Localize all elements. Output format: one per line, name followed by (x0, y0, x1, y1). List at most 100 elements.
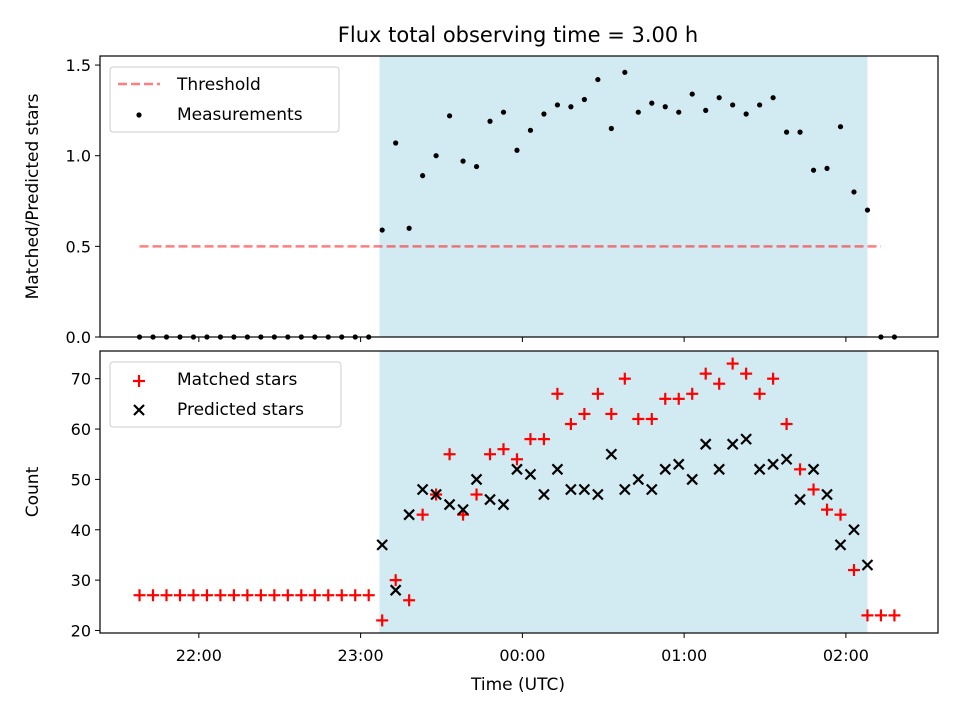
predicted-star-point (861, 559, 874, 571)
matched-star-point (227, 589, 240, 602)
matched-star-point (537, 433, 550, 446)
predicted-star-point (470, 473, 483, 486)
matched-star-point (403, 594, 416, 607)
predicted-star-point (659, 463, 672, 476)
measurement-point (770, 95, 776, 101)
predicted-star-point (457, 503, 469, 516)
matched-star-point (470, 488, 483, 501)
predicted-star-point (726, 438, 739, 450)
measurement-point (393, 140, 399, 146)
matched-star-point (591, 387, 604, 400)
ratio-legend: Threshold Measurements (109, 66, 340, 133)
measurement-point (810, 167, 817, 173)
predicted-star-point (848, 523, 860, 536)
predicted-star-point (430, 488, 442, 501)
measurement-point (757, 102, 763, 108)
count-ytick-label: 40 (71, 521, 91, 540)
measurement-point (568, 104, 574, 110)
measurement-point (473, 163, 480, 170)
predicted-star-point (767, 458, 779, 471)
predicted-star-point (713, 463, 725, 476)
predicted-star-point (497, 498, 510, 511)
legend-measurements-label: Measurements (177, 105, 303, 125)
predicted-star-point (524, 468, 537, 481)
predicted-star-point (699, 438, 712, 450)
ratio-ytick-label: 1.5 (66, 56, 91, 75)
predicted-star-point (807, 463, 820, 476)
matched-star-point (834, 508, 847, 521)
measurement-point (824, 165, 830, 171)
predicted-star-point (740, 433, 752, 445)
ratio-panel: 0.0 0.5 1.0 1.5 Matched/Predicted stars Thr… (23, 55, 939, 347)
predicted-star-point (484, 493, 496, 506)
matched-star-point (281, 589, 294, 602)
matched-star-point (605, 407, 618, 420)
measurement-point (743, 111, 749, 117)
measurement-point (595, 76, 601, 83)
matched-star-point (564, 418, 577, 431)
count-plot-frame (99, 350, 939, 634)
legend-matched-label: Matched stars (177, 370, 297, 390)
predicted-star-point (578, 483, 591, 496)
matched-star-point (578, 407, 591, 420)
matched-star-point (362, 589, 375, 602)
matched-star-point (888, 609, 901, 622)
predicted-star-point (605, 448, 618, 461)
measurement-point (500, 109, 507, 115)
measurement-point (581, 96, 587, 103)
count-xtick-label: 02:00 (823, 646, 869, 665)
matched-star-point (713, 377, 726, 390)
matched-star-point (173, 589, 186, 602)
measurement-point (554, 102, 561, 108)
matched-star-point (821, 503, 834, 516)
predicted-star-point (551, 463, 564, 476)
matched-star-point (874, 609, 887, 622)
predicted-star-point (686, 473, 698, 486)
predicted-star-point (834, 539, 847, 551)
matched-star-point (753, 387, 766, 400)
ratio-legend-box (109, 66, 340, 133)
count-marks (133, 357, 901, 627)
measurement-point (487, 118, 493, 124)
ratio-ytick-label: 0.0 (66, 328, 91, 347)
measurement-point (730, 102, 736, 108)
ratio-ytick-label: 0.5 (66, 237, 91, 256)
measurement-point (851, 189, 857, 195)
matched-star-point (416, 508, 429, 521)
measurement-point (716, 95, 722, 101)
matched-star-point (807, 483, 820, 496)
matched-star-point (133, 589, 146, 602)
measurement-point (420, 173, 426, 179)
matched-star-point (335, 589, 348, 602)
ratio-plot-frame (99, 55, 939, 338)
ratio-ticks: 0.0 0.5 1.0 1.5 (66, 56, 847, 347)
matched-star-point (551, 387, 564, 400)
matched-star-point (740, 367, 753, 380)
count-ytick-label: 30 (71, 571, 91, 590)
matched-star-point (645, 412, 658, 425)
legend-threshold-label: Threshold (176, 75, 261, 95)
ratio-y-axis-label: Matched/Predicted stars (23, 93, 43, 299)
count-xtick-label: 00:00 (499, 646, 545, 665)
ratio-observing-band (379, 56, 868, 337)
measurement-point (689, 91, 695, 97)
matched-star-point (726, 357, 739, 370)
matched-star-point (861, 609, 874, 622)
matched-star-point (160, 589, 173, 602)
predicted-star-point (403, 508, 415, 521)
matched-star-point (699, 367, 712, 380)
matched-star-point (376, 614, 389, 627)
measurement-point (527, 127, 534, 133)
matched-star-point (308, 589, 321, 602)
count-panel: 20 30 40 50 60 70 22:00 23:00 00:00 01:00 02:00 Co… (23, 350, 939, 695)
legend-predicted-label: Predicted stars (177, 400, 304, 420)
predicted-star-point (794, 493, 806, 506)
ratio-marks (136, 69, 898, 340)
matched-star-point (214, 589, 227, 602)
legend-matched-swatch (133, 375, 145, 387)
count-ticks: 20 30 40 50 60 70 22:00 23:00 00:00 01:00 02:00 (71, 370, 869, 665)
matched-star-point (767, 372, 780, 385)
matched-star-point (632, 412, 645, 425)
predicted-star-point (821, 488, 833, 501)
